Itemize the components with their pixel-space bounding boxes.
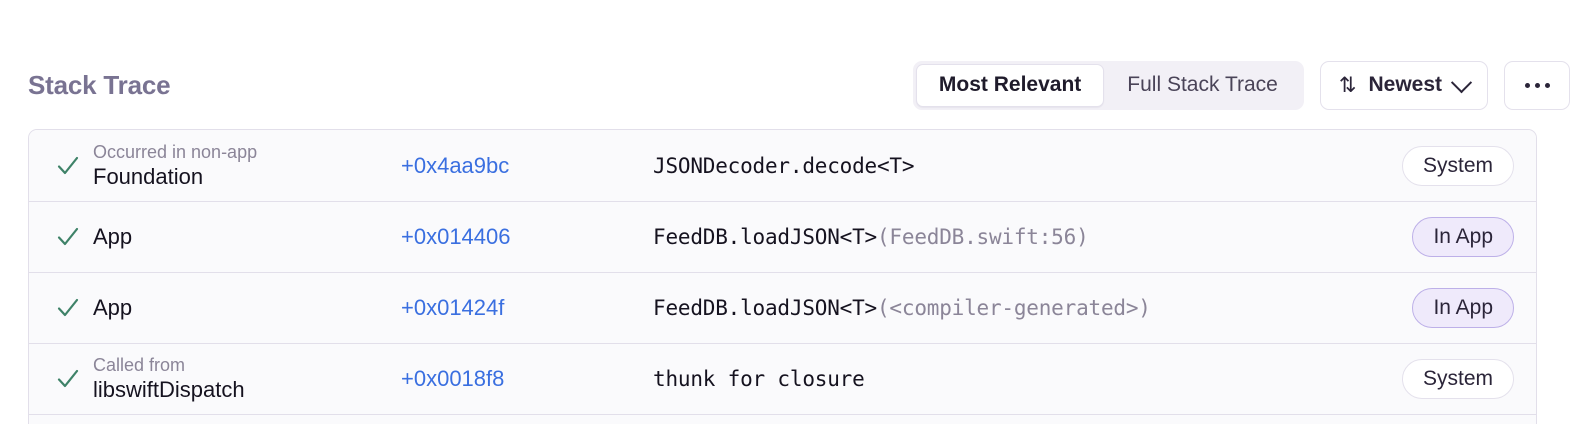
frame-address-link[interactable]: +0x01424f: [401, 295, 505, 320]
frame-package-name: App: [93, 224, 133, 249]
frame-note: Called from: [93, 355, 186, 375]
check-icon: [55, 366, 89, 392]
status-badge: In App: [1412, 217, 1514, 257]
check-icon: [55, 224, 89, 250]
frame-address-link[interactable]: +0x0018f8: [401, 366, 505, 391]
frame-package-name: libswiftDispatch: [93, 377, 245, 402]
frame-scope: System: [1324, 359, 1514, 399]
ellipsis-icon: [1534, 82, 1540, 88]
table-row[interactable]: App +0x014406 FeedDB.loadJSON<T>(FeedDB.…: [29, 201, 1536, 272]
more-options-button[interactable]: [1504, 60, 1570, 110]
ellipsis-icon: [1544, 82, 1550, 88]
frame-function: JSONDecoder.decode<T>: [653, 154, 1324, 178]
frame-function: FeedDB.loadJSON<T>(<compiler-generated>): [653, 296, 1324, 320]
frame-address-link[interactable]: +0x4aa9bc: [401, 152, 510, 178]
chevron-down-icon: [1450, 71, 1473, 93]
tab-full-stack-trace[interactable]: Full Stack Trace: [1104, 64, 1301, 107]
frame-scope: System: [1324, 145, 1514, 186]
header-toolbar: Most Relevant Full Stack Trace ⇅ Newest: [912, 60, 1570, 110]
frame-package: App: [89, 223, 401, 251]
page-title: Stack Trace: [28, 69, 171, 100]
frame-package: App: [89, 294, 401, 322]
check-icon: [55, 153, 89, 179]
frame-source-ref[interactable]: (FeedDB.swift:56): [876, 225, 1089, 249]
frame-function-name: JSONDecoder.decode<T>: [653, 153, 915, 178]
status-badge: In App: [1412, 288, 1514, 328]
table-row[interactable]: [29, 414, 1536, 424]
table-row[interactable]: Called from libswiftDispatch +0x0018f8 t…: [29, 343, 1536, 414]
frame-address-link[interactable]: +0x014406: [401, 224, 511, 249]
frame-function: thunk for closure: [653, 367, 1324, 391]
stack-frames-table: Occurred in non-app Foundation +0x4aa9bc…: [28, 129, 1537, 424]
frame-package: Called from libswiftDispatch: [89, 354, 401, 404]
sort-dropdown-button[interactable]: ⇅ Newest: [1319, 60, 1488, 110]
frame-package: Occurred in non-app Foundation: [89, 141, 401, 191]
status-badge: System: [1401, 359, 1514, 399]
tab-most-relevant[interactable]: Most Relevant: [915, 63, 1105, 107]
sort-arrows-icon: ⇅: [1338, 73, 1357, 97]
status-badge: System: [1401, 145, 1514, 186]
ellipsis-icon: [1524, 82, 1530, 88]
stack-trace-mode-segmented-control[interactable]: Most Relevant Full Stack Trace: [912, 60, 1304, 110]
frame-function-name: FeedDB.loadJSON<T>: [653, 296, 877, 320]
table-row[interactable]: Occurred in non-app Foundation +0x4aa9bc…: [29, 130, 1536, 201]
check-icon: [55, 295, 89, 321]
sort-dropdown-label: Newest: [1368, 73, 1442, 96]
frame-scope: In App: [1324, 217, 1514, 257]
frame-function-name: FeedDB.loadJSON<T>: [653, 225, 877, 249]
frame-note: Occurred in non-app: [93, 141, 258, 162]
table-row[interactable]: App +0x01424f FeedDB.loadJSON<T>(<compil…: [29, 272, 1536, 343]
frame-package-name: App: [93, 295, 133, 320]
frame-function: FeedDB.loadJSON<T>(FeedDB.swift:56): [653, 225, 1324, 249]
frame-package-name: Foundation: [93, 163, 204, 189]
frame-source-ref[interactable]: (<compiler-generated>): [876, 296, 1151, 320]
stack-trace-header: Stack Trace Most Relevant Full Stack Tra…: [0, 48, 1594, 122]
frame-scope: In App: [1324, 288, 1514, 328]
frame-function-name: thunk for closure: [653, 367, 865, 391]
